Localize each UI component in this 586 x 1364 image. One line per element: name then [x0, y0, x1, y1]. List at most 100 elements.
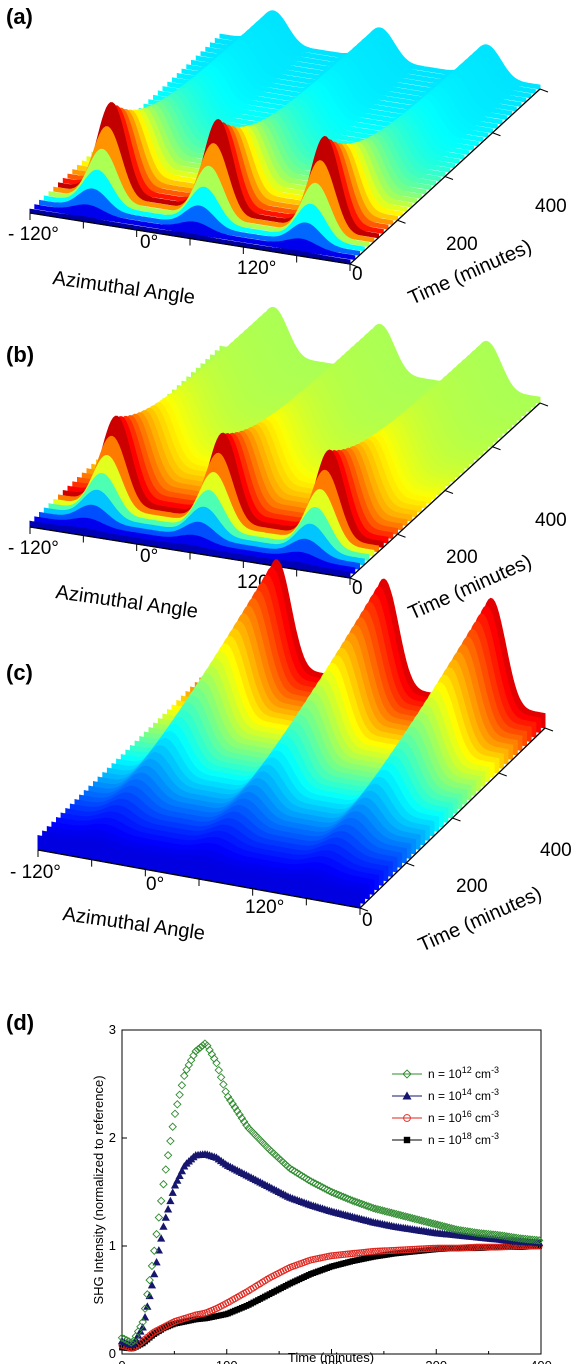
- data-point: [177, 1166, 187, 1175]
- time-tick-mark: [492, 132, 501, 137]
- data-point: [447, 1224, 456, 1233]
- data-point: [221, 1087, 230, 1096]
- data-point: [309, 1178, 318, 1187]
- surface-plot-a: [29, 10, 541, 265]
- data-point: [369, 1247, 377, 1255]
- data-point: [242, 1121, 251, 1130]
- data-point: [139, 1337, 147, 1345]
- data-point: [336, 1191, 346, 1201]
- data-point: [422, 1245, 430, 1253]
- data-point: [328, 1252, 336, 1260]
- surface-strip: [37, 834, 361, 909]
- data-point: [337, 1251, 345, 1259]
- data-point: [339, 1251, 347, 1259]
- data-point: [466, 1243, 474, 1252]
- data-point: [424, 1218, 433, 1227]
- data-point: [402, 1069, 412, 1079]
- data-point: [295, 1170, 304, 1179]
- data-point: [168, 1122, 177, 1132]
- data-point: [501, 1243, 509, 1251]
- time-tick-mark: [444, 176, 454, 180]
- data-point: [380, 1206, 389, 1216]
- data-point: [306, 1177, 316, 1186]
- data-point: [126, 1338, 136, 1347]
- data-point: [348, 1196, 357, 1205]
- data-point: [355, 1198, 364, 1208]
- data-point: [351, 1249, 359, 1257]
- data-point: [536, 1243, 542, 1249]
- data-point: [258, 1138, 267, 1147]
- x-axis-label-a: Azimuthal Angle: [51, 267, 196, 309]
- surface-strip: [29, 520, 351, 579]
- data-point: [147, 1280, 157, 1289]
- data-point: [168, 1188, 177, 1196]
- y-tick-label: 3: [109, 1022, 116, 1037]
- y-tick-a-0: 0: [352, 264, 363, 285]
- data-point: [359, 1200, 369, 1210]
- data-point: [491, 1243, 499, 1251]
- panel-c: (c) - 120° 0° 120° Azimuthal Angle 0 200…: [6, 559, 572, 957]
- time-tick-mark: [444, 490, 454, 494]
- data-point: [288, 1165, 297, 1175]
- panel-label-a: (a): [6, 4, 33, 29]
- data-point: [480, 1243, 488, 1251]
- data-point: [445, 1244, 453, 1252]
- data-point: [411, 1245, 419, 1253]
- data-point: [150, 1246, 159, 1255]
- data-point: [376, 1247, 384, 1255]
- data-point: [166, 1136, 175, 1146]
- data-point: [431, 1219, 440, 1229]
- data-point: [355, 1249, 363, 1257]
- x-axis-label-b: Azimuthal Angle: [54, 581, 199, 623]
- data-point: [448, 1244, 456, 1252]
- data-point: [292, 1168, 302, 1178]
- data-point: [152, 1257, 161, 1266]
- data-point: [395, 1246, 403, 1254]
- data-point: [394, 1210, 403, 1219]
- data-point: [330, 1251, 338, 1259]
- x-axis-label-d: Time (minutes): [288, 1350, 374, 1364]
- data-point: [290, 1167, 300, 1176]
- data-point: [143, 1302, 152, 1310]
- x-tick-label: 400: [530, 1358, 552, 1364]
- data-point: [383, 1247, 391, 1255]
- data-point: [343, 1194, 353, 1203]
- data-point: [156, 1196, 166, 1206]
- data-point: [381, 1247, 389, 1255]
- panel-label-b: (b): [6, 342, 34, 367]
- y-tick-a-1: 200: [446, 234, 478, 255]
- panel-d: (d) 01002003004000123 n = 1012 cm-3n = 1…: [6, 1010, 552, 1364]
- data-point: [489, 1243, 497, 1251]
- data-point: [487, 1243, 495, 1251]
- data-point: [440, 1222, 449, 1231]
- data-point: [346, 1250, 354, 1258]
- data-point: [368, 1203, 378, 1213]
- data-point: [362, 1201, 371, 1210]
- data-point: [473, 1243, 481, 1251]
- data-point: [184, 1060, 194, 1070]
- data-point: [320, 1184, 330, 1193]
- y-tick-c-2: 400: [540, 840, 572, 861]
- data-point: [166, 1196, 175, 1205]
- x-tick-c-2: 120°: [245, 897, 284, 918]
- x-axis-label-c: Azimuthal Angle: [61, 903, 206, 945]
- data-point: [482, 1243, 490, 1251]
- data-point: [344, 1250, 352, 1258]
- x-tick-b-0: - 120°: [8, 538, 59, 559]
- y-tick-label: 1: [109, 1238, 116, 1253]
- data-point: [163, 1151, 173, 1160]
- y-tick-b-1: 200: [446, 547, 478, 568]
- data-point: [175, 1171, 184, 1179]
- x-tick-c-1: 0°: [146, 874, 164, 895]
- panel-b: (b) - 120° 0° 120° Azimuthal Angle 0 200…: [6, 306, 567, 625]
- data-point: [332, 1251, 340, 1259]
- surface-plot-b: [29, 306, 541, 579]
- data-point: [459, 1244, 467, 1252]
- surface-strip: [39, 188, 360, 256]
- time-tick-mark: [492, 446, 501, 451]
- data-point: [253, 1133, 263, 1143]
- data-point: [173, 1100, 182, 1109]
- axes-b: [29, 402, 549, 585]
- x-tick-b-1: 0°: [140, 546, 158, 567]
- data-point: [179, 1071, 189, 1081]
